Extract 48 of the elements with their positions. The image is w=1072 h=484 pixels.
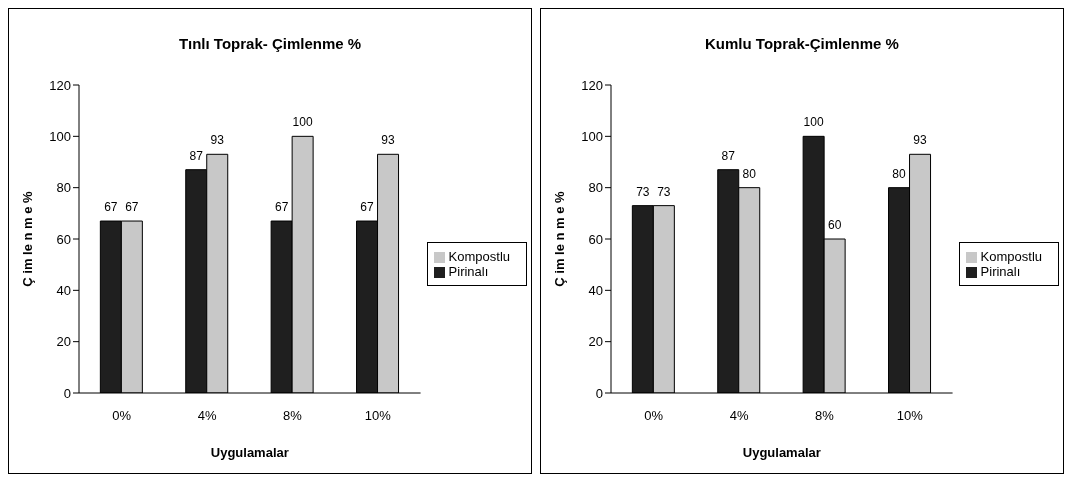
data-label: 100: [803, 115, 824, 130]
y-tick-label: 60: [56, 231, 71, 247]
y-tick-label: 120: [49, 77, 71, 93]
data-label: 67: [125, 200, 139, 215]
x-tick-label: 10%: [364, 408, 392, 424]
y-tick-label: 40: [588, 282, 603, 298]
data-label: 60: [827, 218, 842, 232]
chart-title: Kumlu Toprak-Çimlenme %: [704, 35, 900, 54]
data-label: 87: [721, 148, 736, 163]
data-label: 73: [657, 184, 671, 199]
x-axis-title: Uygulamalar: [210, 445, 289, 460]
x-tick-label: 4%: [197, 408, 217, 424]
y-tick-label: 80: [56, 180, 71, 196]
data-label: 87: [189, 148, 204, 163]
legend-label: Kompostlu: [980, 249, 1042, 264]
x-tick-label: 10%: [896, 408, 924, 424]
y-axis-title: Ç im le n m e %: [551, 190, 567, 287]
x-tick-label: 8%: [815, 408, 835, 424]
x-tick-label: 8%: [283, 408, 303, 424]
chart-title: Tınlı Toprak- Çimlenme %: [177, 35, 363, 54]
y-tick-label: 120: [581, 77, 603, 93]
data-label: 67: [274, 200, 289, 215]
data-label: 93: [210, 133, 225, 148]
data-label: 80: [892, 166, 907, 181]
y-tick-label: 100: [49, 128, 71, 144]
data-label: 73: [636, 184, 650, 199]
data-label: 67: [104, 200, 118, 215]
y-tick-label: 0: [595, 385, 603, 401]
legend-label: Pirinalı: [448, 264, 489, 279]
x-tick-label: 4%: [729, 408, 749, 424]
data-label: 100: [292, 115, 313, 130]
legend-label: Kompostlu: [448, 249, 510, 264]
y-tick-label: 60: [588, 231, 603, 247]
y-tick-label: 100: [581, 128, 603, 144]
y-tick-label: 20: [56, 334, 71, 350]
data-label: 93: [381, 133, 396, 148]
y-axis-title: Ç im le n m e %: [19, 190, 35, 287]
y-tick-label: 0: [63, 385, 71, 401]
x-axis-title: Uygulamalar: [742, 445, 821, 460]
x-tick-label: 0%: [644, 408, 664, 424]
y-tick-label: 80: [588, 180, 603, 196]
data-label: 93: [913, 133, 928, 148]
data-label: 67: [360, 200, 375, 215]
y-tick-label: 20: [588, 334, 603, 350]
x-tick-label: 0%: [112, 408, 132, 424]
y-tick-label: 40: [56, 282, 71, 298]
data-label: 80: [742, 166, 757, 181]
legend-label: Pirinalı: [980, 264, 1021, 279]
